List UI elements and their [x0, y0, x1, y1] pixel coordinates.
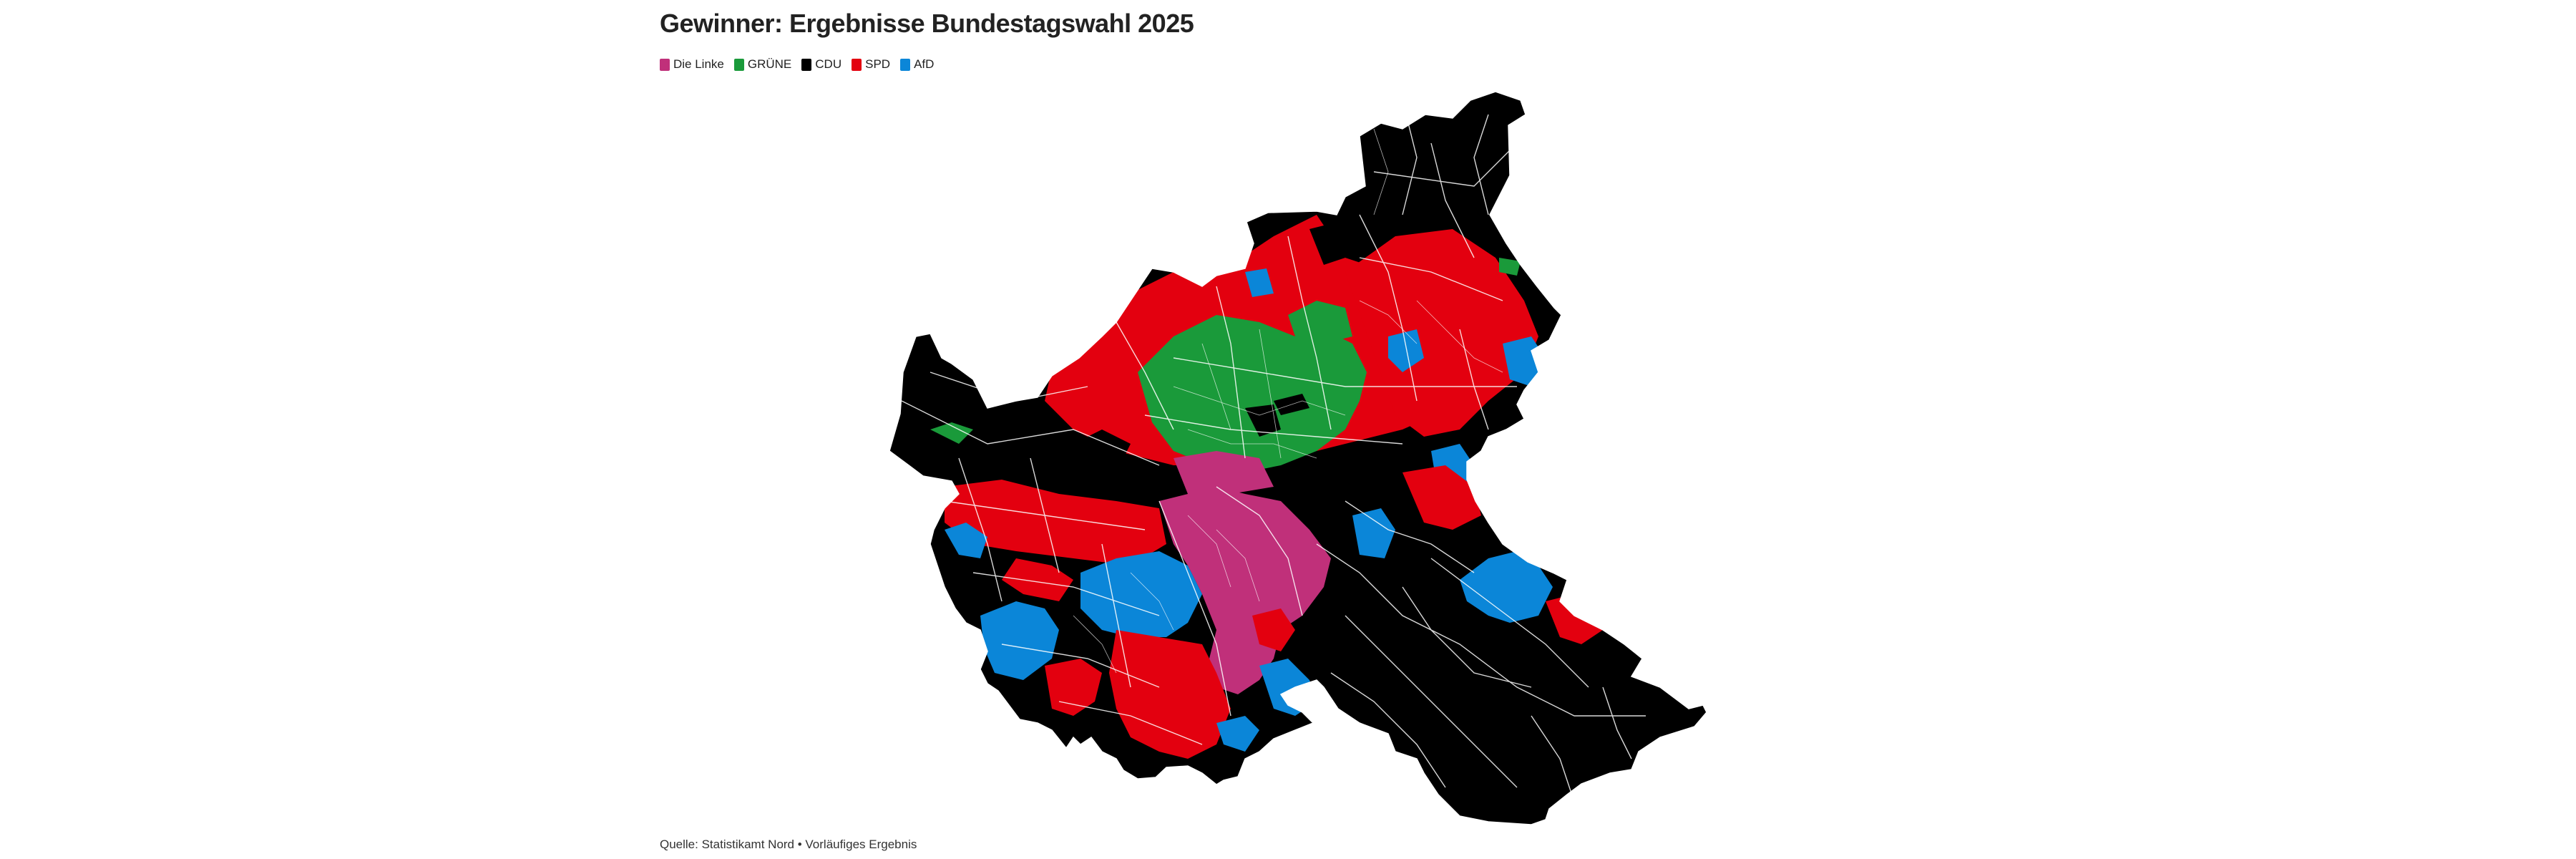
source-note: Quelle: Statistikamt Nord • Vorläufiges … — [660, 838, 917, 851]
legend: Die Linke GRÜNE CDU SPD AfD — [660, 57, 934, 72]
legend-item-spd: SPD — [852, 57, 890, 72]
legend-label-spd: SPD — [865, 57, 891, 71]
legend-label-linke: Die Linke — [673, 57, 724, 71]
legend-swatch-afd — [900, 58, 911, 71]
legend-swatch-gruene — [733, 58, 744, 71]
legend-item-cdu: CDU — [801, 57, 841, 72]
legend-swatch-spd — [852, 58, 862, 71]
legend-swatch-linke — [660, 58, 670, 71]
legend-label-cdu: CDU — [815, 57, 842, 71]
legend-item-gruene: GRÜNE — [733, 57, 792, 72]
legend-item-afd: AfD — [900, 57, 934, 72]
legend-item-linke: Die Linke — [660, 57, 724, 72]
legend-label-afd: AfD — [914, 57, 935, 71]
map-title: Gewinner: Ergebnisse Bundestagswahl 2025 — [660, 9, 1194, 38]
legend-swatch-cdu — [801, 58, 812, 71]
legend-label-gruene: GRÜNE — [747, 57, 792, 71]
